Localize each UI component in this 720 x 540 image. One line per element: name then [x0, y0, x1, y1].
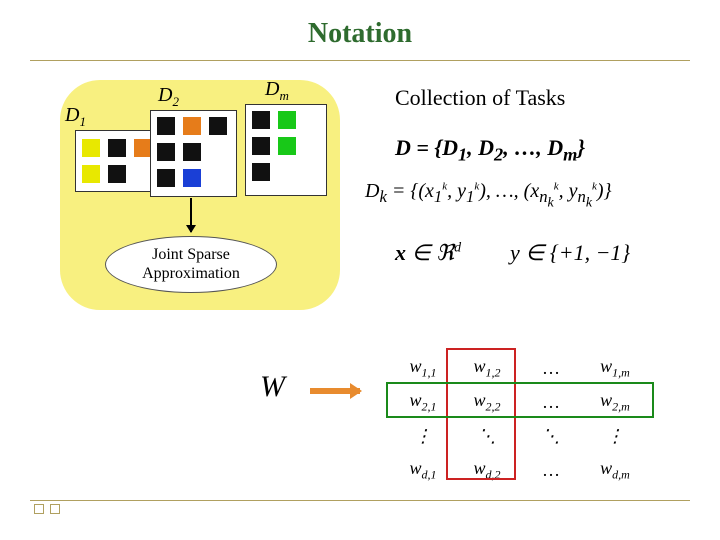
data-square [252, 111, 270, 129]
data-square [82, 139, 100, 157]
orange-arrow-icon [310, 388, 360, 394]
equation-Dk: Dk = {(x1k, y1k), …, (xnkk, ynkk)} [365, 180, 612, 211]
data-square [157, 143, 175, 161]
task-label-d2: D2 [158, 84, 179, 110]
equation-y-domain: y ∈ {+1, −1} [510, 240, 630, 266]
bullet-icon [34, 504, 44, 514]
slide-title: Notation [0, 0, 720, 50]
data-square [157, 117, 175, 135]
matrix-row: wd,1wd,2…wd,m [392, 454, 646, 486]
rule-top [30, 60, 690, 61]
task-label-d1: D1 [65, 104, 86, 130]
W-matrix: w1,1w1,2…w1,m w2,1w2,2…w2,m ⋮⋱⋱⋮ wd,1wd,… [390, 350, 648, 488]
matrix-row: ⋮⋱⋱⋮ [392, 420, 646, 452]
data-square [183, 169, 201, 187]
W-symbol: W [260, 370, 285, 404]
data-square [278, 137, 296, 155]
joint-sparse-ellipse: Joint Sparse Approximation [105, 236, 277, 293]
task-box-d2 [150, 110, 237, 197]
data-square [252, 137, 270, 155]
matrix-row: w1,1w1,2…w1,m [392, 352, 646, 384]
equation-x-domain: x ∈ ℜd [395, 240, 461, 266]
rule-bottom [30, 500, 690, 501]
data-square [183, 143, 201, 161]
data-square [82, 165, 100, 183]
data-square [157, 169, 175, 187]
arrow-down-icon [190, 198, 192, 232]
data-square [183, 117, 201, 135]
bullet-icon [50, 504, 60, 514]
data-square [278, 111, 296, 129]
task-label-dm: Dm [265, 78, 289, 104]
data-square [108, 165, 126, 183]
task-box-dm [245, 104, 327, 196]
matrix-row: w2,1w2,2…w2,m [392, 386, 646, 418]
equation-D-set: D = {D1, D2, …, Dm} [395, 135, 585, 165]
data-square [252, 163, 270, 181]
tasks-heading: Collection of Tasks [395, 85, 565, 111]
data-square [108, 139, 126, 157]
joint-sparse-text: Joint Sparse Approximation [142, 246, 240, 283]
data-square [209, 117, 227, 135]
